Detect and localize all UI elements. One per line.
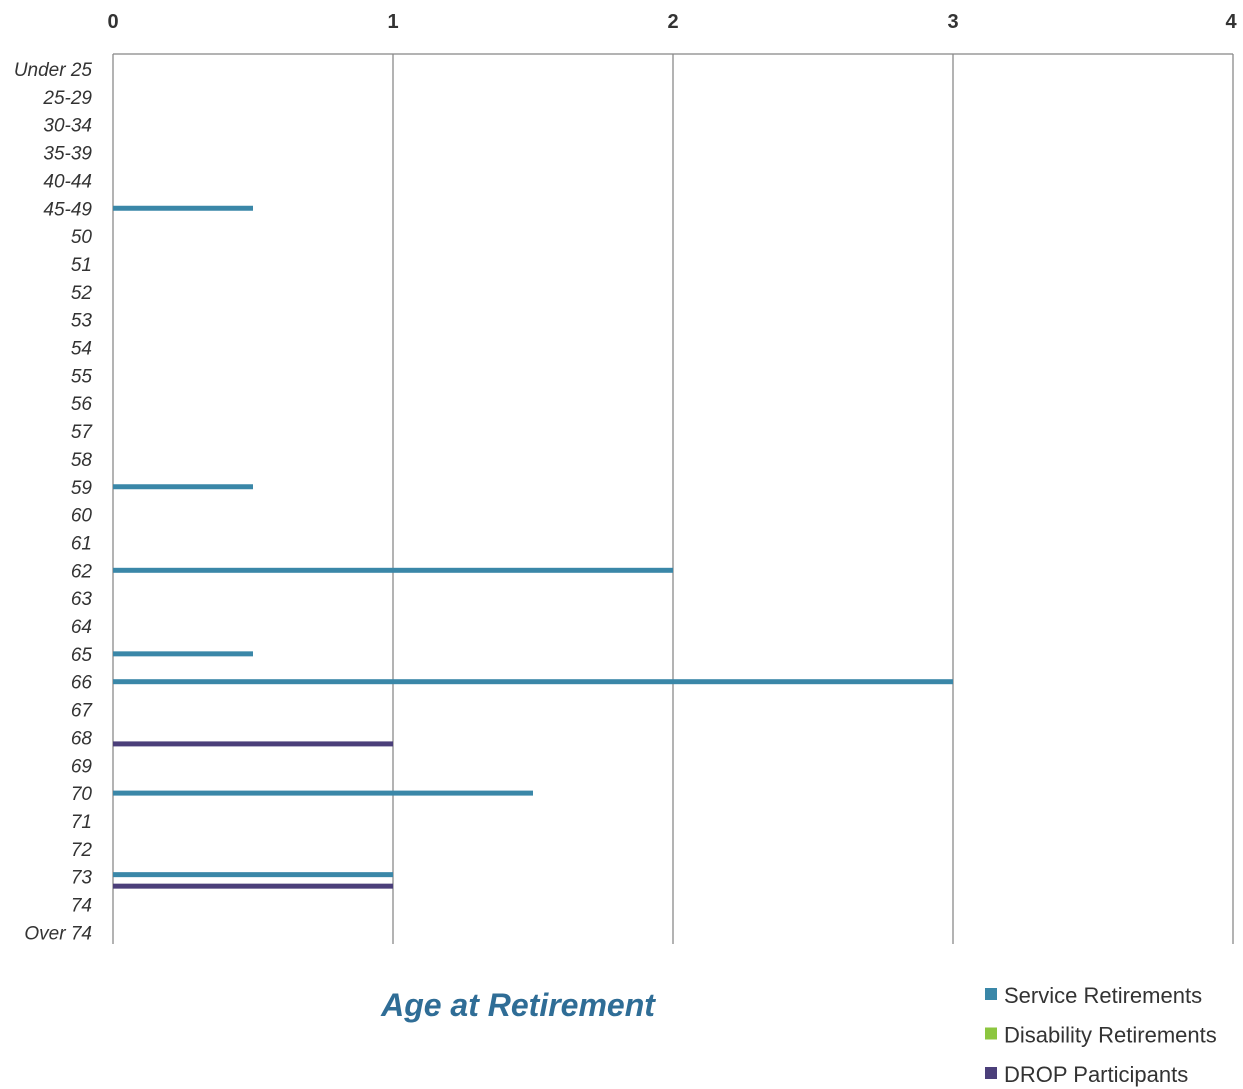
y-category-label: 52 — [71, 283, 93, 304]
x-tick-label-3: 3 — [947, 11, 958, 33]
y-category-label: Over 74 — [24, 923, 92, 944]
y-category-label: 63 — [71, 589, 93, 610]
bar-service-retirements — [113, 679, 953, 685]
y-category-label: 54 — [71, 339, 92, 360]
x-axis-ticks: 0 1 2 3 4 — [107, 11, 1237, 33]
x-tick-label-2: 2 — [667, 11, 678, 33]
y-category-label: 30-34 — [43, 116, 92, 137]
legend: Service Retirements Disability Retirement… — [985, 983, 1217, 1087]
bar-service-retirements — [113, 484, 253, 490]
bar-service-retirements — [113, 567, 673, 573]
y-category-label: 25-29 — [42, 88, 92, 109]
y-category-label: 70 — [71, 784, 93, 805]
legend-label: Service Retirements — [1004, 983, 1202, 1008]
bar-service-retirements — [113, 872, 393, 878]
x-tick-label-1: 1 — [387, 11, 398, 33]
y-category-label: 45-49 — [43, 199, 92, 220]
y-category-label: 35-39 — [43, 144, 92, 165]
y-category-label: Under 25 — [14, 60, 93, 81]
legend-swatch — [985, 1027, 997, 1040]
y-category-label: 72 — [71, 840, 93, 861]
y-category-label: 69 — [71, 756, 93, 777]
y-category-label: 40-44 — [43, 171, 92, 192]
bars — [113, 205, 953, 889]
y-category-label: 71 — [71, 812, 92, 833]
y-category-label: 51 — [71, 255, 92, 276]
chart-title: Age at Retirement — [380, 987, 656, 1023]
y-category-label: 61 — [71, 533, 92, 554]
y-category-label: 55 — [71, 366, 93, 387]
legend-swatch — [985, 1067, 997, 1079]
y-category-label: 67 — [71, 701, 94, 722]
y-category-label: 58 — [71, 450, 93, 471]
y-category-label: 74 — [71, 896, 92, 917]
bar-service-retirements — [113, 651, 253, 657]
bar-drop-participants — [113, 741, 393, 747]
legend-label: Disability Retirements — [1004, 1023, 1217, 1048]
y-category-label: 56 — [71, 394, 93, 415]
bar-service-retirements — [113, 790, 533, 796]
y-category-label: 65 — [71, 645, 93, 666]
y-axis-category-labels: Under 25 25-29 30-34 35-39 40-44 45-49 50 51 52 5… — [14, 60, 94, 944]
y-category-label: 53 — [71, 311, 93, 332]
y-category-label: 62 — [71, 561, 93, 582]
y-category-label: 73 — [71, 868, 93, 889]
bar-drop-participants — [113, 883, 393, 889]
y-category-label: 64 — [71, 617, 92, 638]
y-category-label: 60 — [71, 506, 93, 527]
y-category-label: 57 — [71, 422, 94, 443]
y-category-label: 50 — [71, 227, 93, 248]
y-category-label: 68 — [71, 728, 93, 749]
y-category-label: 59 — [71, 478, 93, 499]
x-tick-label-0: 0 — [107, 11, 118, 33]
x-tick-label-4: 4 — [1225, 11, 1237, 33]
y-category-label: 66 — [71, 673, 93, 694]
legend-swatch — [985, 988, 997, 1000]
grid-lines — [112, 53, 1234, 944]
bar-service-retirements — [113, 205, 253, 211]
legend-label: DROP Participants — [1004, 1062, 1188, 1087]
